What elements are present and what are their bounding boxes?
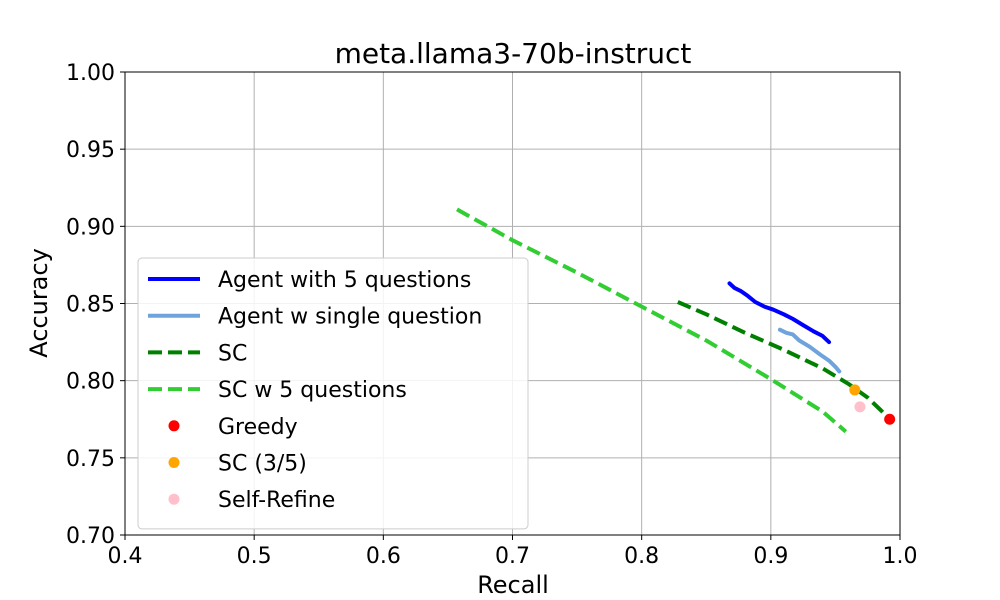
legend-label: Self-Refine — [218, 488, 335, 513]
point-sc-3-5 — [849, 384, 861, 396]
legend-label: SC (3/5) — [218, 452, 307, 477]
x-tick-label: 0.5 — [237, 544, 272, 569]
legend-label: Greedy — [218, 415, 298, 440]
y-tick-label: 0.85 — [66, 293, 115, 318]
point-greedy — [884, 413, 896, 425]
legend-label: Agent w single question — [218, 305, 482, 330]
chart-title: meta.llama3-70b-instruct — [335, 37, 692, 70]
legend-label: Agent with 5 questions — [218, 268, 471, 293]
y-tick-label: 1.00 — [66, 61, 115, 86]
x-tick-label: 1.0 — [883, 544, 918, 569]
y-tick-label: 0.75 — [66, 447, 115, 472]
series-line-sc — [677, 300, 892, 421]
x-tick-label: 0.7 — [495, 544, 530, 569]
plot-series — [456, 207, 896, 434]
legend-label: SC — [218, 341, 247, 366]
tick-labels: 0.4 0.5 0.6 0.7 0.8 0.9 1.0 0.70 0.75 0.80 0.85 0.9… — [66, 61, 917, 569]
y-tick-label: 0.90 — [66, 215, 115, 240]
y-tick-label: 0.80 — [66, 370, 115, 395]
y-tick-label: 0.95 — [66, 138, 115, 163]
legend-label: SC w 5 questions — [218, 378, 407, 403]
legend-marker — [168, 457, 180, 468]
legend-marker — [168, 493, 180, 505]
legend: Agent with 5 questions Agent w single que… — [137, 257, 529, 530]
series-line-agent-with-5-questions — [727, 281, 831, 345]
y-axis-label: Accuracy — [25, 248, 53, 358]
x-tick-label: 0.4 — [108, 544, 143, 569]
x-axis-label: Recall — [477, 571, 549, 599]
legend-marker — [168, 420, 180, 432]
y-tick-label: 0.70 — [66, 524, 115, 549]
point-self-refine — [854, 401, 866, 413]
x-tick-label: 0.9 — [753, 544, 788, 569]
x-tick-label: 0.8 — [624, 544, 659, 569]
series-line-agent-w-single-question — [777, 327, 842, 374]
x-tick-label: 0.6 — [366, 544, 401, 569]
series-line-sc-w-5-questions — [456, 207, 848, 434]
legend-box — [137, 257, 529, 530]
